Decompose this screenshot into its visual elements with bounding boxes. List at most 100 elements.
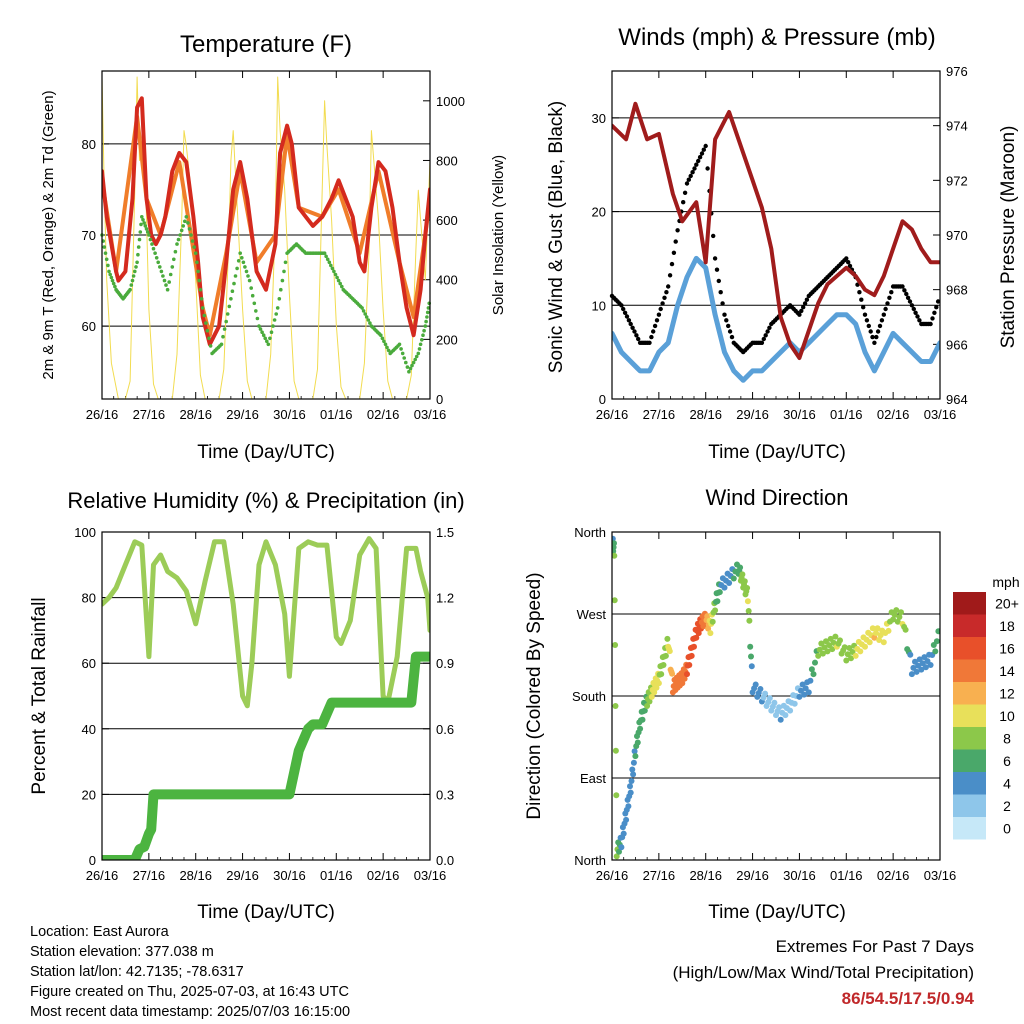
- direction-point: [629, 766, 636, 773]
- dir-ylabel-left: Direction (Colored By Speed): [524, 572, 545, 819]
- direction-point: [908, 671, 915, 678]
- gust-point: [619, 303, 624, 308]
- dewpoint-point: [266, 342, 271, 347]
- direction-point: [612, 597, 618, 604]
- gust-point: [621, 306, 626, 312]
- gust-point: [649, 334, 654, 340]
- rh-y2tick-label-1: 0.3: [436, 787, 454, 802]
- gust-point: [688, 173, 693, 179]
- direction-point: [745, 608, 752, 614]
- gust-point: [712, 256, 718, 261]
- dewpoint-point: [147, 233, 151, 237]
- direction-point: [913, 668, 920, 675]
- dir-ytick-label-0: North: [574, 853, 606, 868]
- dewpoint-point: [140, 215, 144, 219]
- dewpoint-point: [236, 259, 241, 263]
- dewpoint-point: [243, 265, 247, 269]
- direction-point: [935, 628, 940, 635]
- dewpoint-point: [196, 269, 200, 274]
- humidity-precip-chart: 26/16 27/16 28/16 29/16 30/16 01/16 02/16 03/16…: [29, 488, 465, 923]
- direction-point: [625, 803, 632, 810]
- dewpoint-point: [402, 356, 407, 360]
- dewpoint-point: [257, 324, 261, 328]
- dewpoint-point: [423, 324, 428, 328]
- direction-point: [704, 613, 711, 620]
- dewpoint-point: [197, 278, 201, 283]
- direction-point: [716, 589, 723, 596]
- dewpoint-point: [172, 257, 176, 262]
- legend-label-0: 0: [1003, 820, 1011, 836]
- direction-point: [612, 552, 618, 559]
- extremes-values: 86/54.5/17.5/0.94: [841, 989, 974, 1008]
- dewpoint-point: [383, 342, 388, 347]
- dewpoint-point: [282, 269, 286, 274]
- rh-y2tick-label-2: 0.6: [436, 722, 454, 737]
- direction-point: [709, 618, 716, 625]
- gust-point: [801, 305, 806, 310]
- direction-point: [637, 725, 644, 732]
- dewpoint-point: [159, 269, 164, 274]
- dewpoint-point: [205, 328, 210, 333]
- dewpoint-point: [268, 336, 272, 341]
- direction-point: [741, 578, 748, 585]
- gust-point: [759, 340, 765, 345]
- extremes-box: Extremes For Past 7 Days (High/Low/Max W…: [673, 934, 974, 1012]
- direction-point: [627, 789, 634, 796]
- gust-point: [846, 260, 851, 265]
- direction-point: [632, 753, 639, 760]
- direction-point: [837, 637, 843, 644]
- gust-point: [866, 323, 871, 329]
- gust-point: [681, 200, 686, 205]
- dewpoint-point: [170, 265, 175, 269]
- wind-ytick-label-1: 10: [592, 298, 606, 313]
- dewpoint-point: [143, 224, 148, 228]
- dewpoint-point: [265, 339, 269, 344]
- dewpoint-point: [142, 221, 146, 225]
- temp-xtick-label-6: 02/16: [367, 407, 400, 422]
- gust-point: [879, 318, 885, 323]
- direction-point: [777, 716, 784, 723]
- gust-point: [932, 310, 937, 315]
- direction-point: [876, 637, 883, 643]
- temp-xtick-label-1: 27/16: [133, 407, 166, 422]
- direction-point: [623, 816, 630, 823]
- direction-point: [746, 617, 753, 624]
- rh-ytick-label-3: 60: [82, 656, 96, 671]
- gust-point: [875, 329, 881, 334]
- direction-point: [933, 638, 940, 645]
- temp-y2tick-label-4: 800: [436, 153, 458, 168]
- dewpoint-point: [108, 272, 112, 277]
- gust-point: [654, 318, 660, 323]
- dewpoint-point: [199, 297, 204, 301]
- gust-point: [722, 312, 727, 317]
- dewpoint-point: [229, 297, 233, 301]
- direction-point: [791, 700, 798, 707]
- gust-point: [802, 301, 808, 306]
- dewpoint-point: [106, 263, 110, 268]
- gust-point: [883, 306, 888, 312]
- gust-point: [669, 261, 675, 267]
- gust-point: [628, 321, 633, 327]
- dewpoint-point: [330, 266, 335, 271]
- direction-point: [862, 643, 868, 650]
- temp-ylabel-left: 2m & 9m T (Red, Orange) & 2m Td (Green): [40, 90, 57, 379]
- relative-humidity-line: [102, 536, 430, 709]
- dewpoint-point: [183, 219, 187, 224]
- legend-swatch-5: [953, 704, 986, 727]
- direction-point: [893, 607, 900, 614]
- direction-point: [910, 664, 917, 671]
- gust-point: [652, 323, 658, 329]
- wind-xtick-label-2: 28/16: [689, 407, 722, 422]
- temp-y2tick-label-5: 1000: [436, 94, 465, 109]
- dewpoint-point: [138, 230, 143, 234]
- dewpoint-point: [176, 237, 181, 242]
- dewpoint-point: [400, 351, 405, 356]
- direction-point: [618, 844, 625, 851]
- direction-point: [651, 689, 658, 696]
- direction-point: [848, 655, 854, 662]
- rh-xlabel: Time (Day/UTC): [197, 902, 335, 923]
- direction-point: [726, 580, 733, 586]
- direction-point: [771, 699, 778, 706]
- dewpoint-point: [422, 328, 426, 333]
- dewpoint-point: [420, 338, 424, 342]
